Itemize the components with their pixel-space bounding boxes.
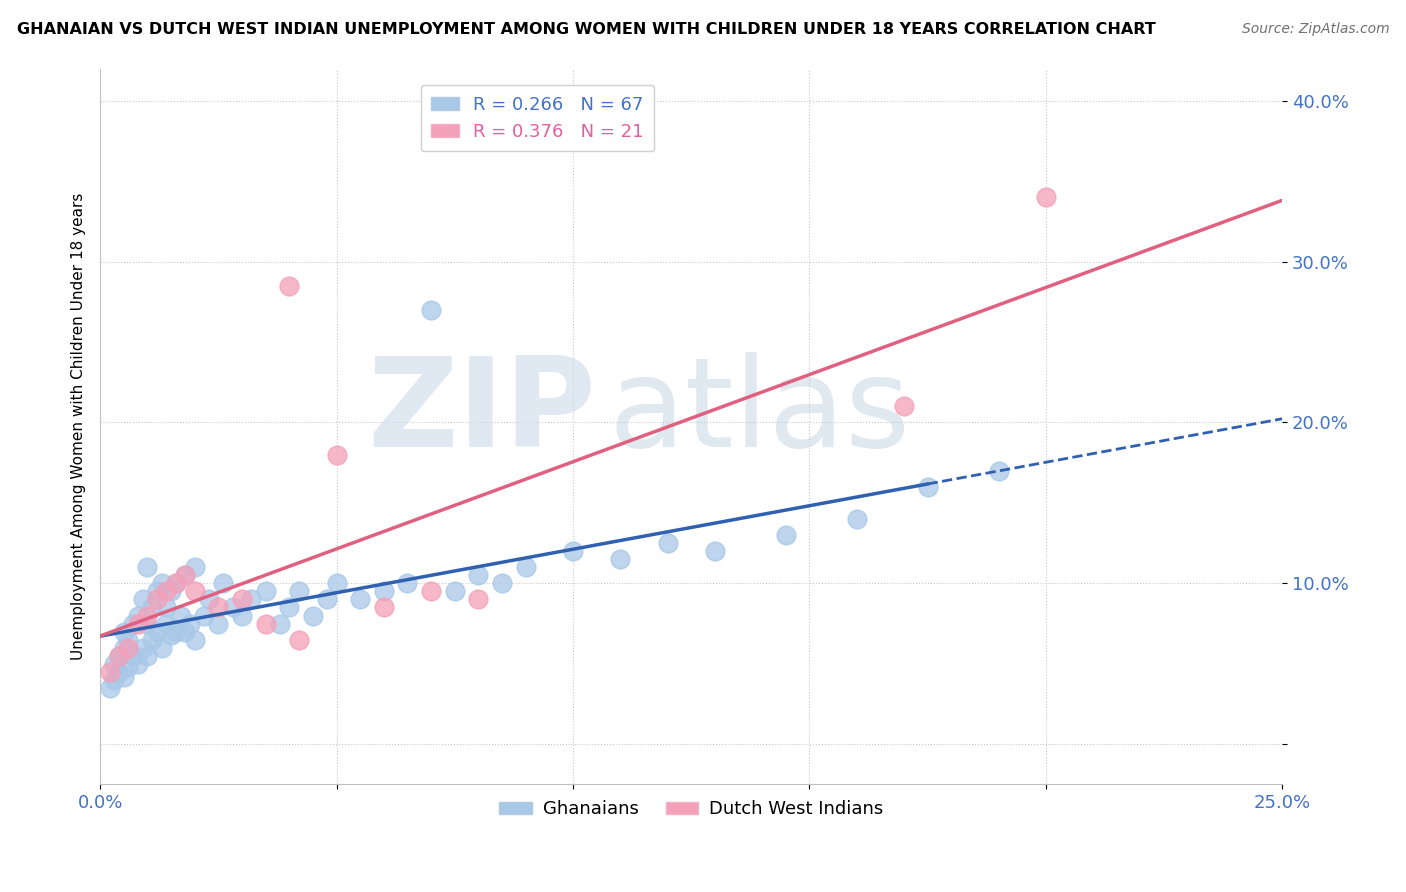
Point [108,665,131,679]
Point [127,616,149,631]
Point [131,640,153,655]
Point [108,648,131,663]
Point [179,616,201,631]
Point [117,632,139,647]
Point [122,616,145,631]
Point [775,528,797,542]
Point [160,628,183,642]
Point [287,632,309,647]
Point [141,632,163,647]
Point [155,600,177,615]
Point [136,560,159,574]
Point [467,568,489,582]
Point [112,670,135,684]
Point [193,608,215,623]
Point [183,632,205,647]
Point [287,584,309,599]
Point [122,648,145,663]
Point [146,592,169,607]
Point [515,560,537,574]
Text: GHANAIAN VS DUTCH WEST INDIAN UNEMPLOYMENT AMONG WOMEN WITH CHILDREN UNDER 18 YE: GHANAIAN VS DUTCH WEST INDIAN UNEMPLOYME… [17,22,1156,37]
Point [420,584,443,599]
Point [231,592,253,607]
Point [231,608,253,623]
Point [845,512,868,526]
Point [420,302,443,317]
Point [893,400,915,414]
Point [609,552,631,566]
Point [703,544,725,558]
Legend: Ghanaians, Dutch West Indians: Ghanaians, Dutch West Indians [492,793,890,825]
Point [174,624,197,639]
Point [302,608,325,623]
Point [150,640,173,655]
Point [240,592,263,607]
Point [1035,190,1057,204]
Point [254,616,277,631]
Point [183,584,205,599]
Point [146,624,169,639]
Text: Source: ZipAtlas.com: Source: ZipAtlas.com [1241,22,1389,37]
Point [127,608,149,623]
Point [396,576,419,591]
Point [278,278,301,293]
Point [117,640,139,655]
Point [373,600,395,615]
Point [278,600,301,615]
Point [254,584,277,599]
Y-axis label: Unemployment Among Women with Children Under 18 years: Unemployment Among Women with Children U… [72,193,86,660]
Point [562,544,585,558]
Point [174,568,197,582]
Point [136,616,159,631]
Point [212,576,235,591]
Point [657,536,679,550]
Point [325,448,347,462]
Point [207,600,229,615]
Point [155,616,177,631]
Point [373,584,395,599]
Point [165,624,187,639]
Point [98,681,121,695]
Point [491,576,513,591]
Point [987,464,1010,478]
Point [108,648,131,663]
Point [103,657,125,671]
Point [443,584,465,599]
Point [136,648,159,663]
Point [325,576,347,591]
Point [131,592,153,607]
Point [269,616,291,631]
Point [467,592,489,607]
Point [112,624,135,639]
Point [169,608,191,623]
Point [174,568,197,582]
Point [146,584,169,599]
Point [155,584,177,599]
Point [316,592,339,607]
Text: atlas: atlas [609,351,911,473]
Point [98,665,121,679]
Point [103,673,125,687]
Point [917,480,939,494]
Point [127,657,149,671]
Text: ZIP: ZIP [368,351,596,473]
Point [165,576,187,591]
Point [117,660,139,674]
Point [349,592,371,607]
Point [136,608,159,623]
Point [207,616,229,631]
Point [165,576,187,591]
Point [160,584,183,599]
Point [221,600,243,615]
Point [112,640,135,655]
Point [183,560,205,574]
Point [141,600,163,615]
Point [150,576,173,591]
Point [198,592,221,607]
